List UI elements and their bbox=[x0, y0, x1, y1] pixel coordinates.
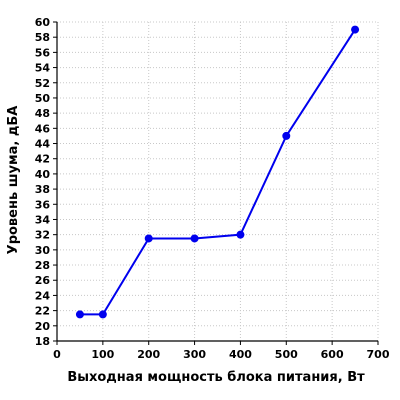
x-tick-label: 500 bbox=[275, 348, 298, 361]
y-tick-label: 38 bbox=[35, 183, 50, 196]
y-tick-label: 44 bbox=[35, 138, 51, 151]
axes bbox=[56, 22, 378, 342]
series-line bbox=[79, 29, 356, 316]
y-tick-label: 60 bbox=[35, 16, 51, 29]
data-point bbox=[190, 234, 199, 243]
y-tick-label: 22 bbox=[35, 305, 50, 318]
y-tick-label: 56 bbox=[35, 46, 51, 59]
x-tick-label: 200 bbox=[137, 348, 160, 361]
y-tick-label: 50 bbox=[35, 92, 51, 105]
y-tick-label: 28 bbox=[35, 259, 50, 272]
y-tick-label: 24 bbox=[35, 289, 51, 302]
data-point bbox=[282, 131, 291, 140]
y-axis-title: Уровень шума, дБА bbox=[6, 106, 21, 255]
y-tick-label: 18 bbox=[35, 335, 50, 348]
y-tick-label: 26 bbox=[35, 274, 51, 287]
data-point bbox=[75, 310, 84, 319]
data-point bbox=[98, 310, 107, 319]
x-tick-label: 300 bbox=[183, 348, 206, 361]
y-tick-label: 54 bbox=[35, 62, 51, 75]
x-tick-label: 600 bbox=[321, 348, 344, 361]
x-tick-label: 0 bbox=[53, 348, 61, 361]
grid bbox=[57, 21, 379, 341]
x-axis-title: Выходная мощность блока питания, Вт bbox=[67, 370, 365, 385]
y-tick-label: 34 bbox=[35, 213, 51, 226]
x-tick-label: 700 bbox=[367, 348, 390, 361]
y-tick-label: 46 bbox=[35, 122, 51, 135]
y-tick-label: 36 bbox=[35, 198, 51, 211]
y-tick-label: 40 bbox=[35, 168, 51, 181]
x-tick-label: 100 bbox=[91, 348, 114, 361]
data-point bbox=[144, 234, 153, 243]
ticks: 0 100 200 300 400 500 600 700 18 20 22 24 26 28 30 32 34… bbox=[35, 16, 390, 361]
y-tick-label: 52 bbox=[35, 77, 50, 90]
data-point bbox=[351, 25, 360, 34]
data-point bbox=[236, 230, 245, 239]
y-tick-label: 48 bbox=[35, 107, 50, 120]
y-tick-label: 32 bbox=[35, 229, 50, 242]
y-tick-label: 30 bbox=[35, 244, 51, 257]
series bbox=[75, 25, 360, 319]
x-tick-label: 400 bbox=[229, 348, 252, 361]
y-tick-label: 58 bbox=[35, 31, 50, 44]
y-tick-label: 20 bbox=[35, 320, 51, 333]
y-tick-label: 42 bbox=[35, 153, 50, 166]
